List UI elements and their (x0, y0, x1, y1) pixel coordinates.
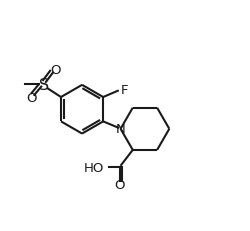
Text: O: O (50, 64, 61, 77)
Text: O: O (115, 178, 125, 191)
Text: S: S (38, 77, 49, 92)
Text: N: N (116, 123, 126, 136)
Text: F: F (120, 84, 128, 97)
Text: HO: HO (84, 161, 104, 174)
Text: O: O (26, 92, 37, 105)
